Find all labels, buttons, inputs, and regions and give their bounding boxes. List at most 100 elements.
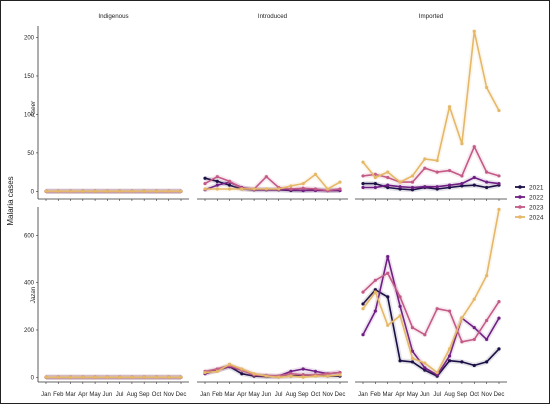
data-point-2023 [447,309,452,313]
data-point-2021 [423,368,427,372]
data-point-2022 [435,373,439,377]
data-point-2023 [447,168,452,173]
x-tick-label-mar: Mar [383,392,393,398]
series-line-2024 [362,30,500,183]
data-point-2023 [386,175,390,180]
data-point-2024 [497,108,501,113]
data-point-2024 [423,157,427,161]
y-axis-label: Malaria cases [6,176,15,225]
data-point-2023 [289,372,293,376]
data-point-2021 [361,302,365,306]
y-tick-label-jazan-200: 200 [24,328,35,334]
series-line-2022 [362,255,500,376]
data-point-2024 [301,182,305,186]
data-point-2024 [410,174,415,178]
data-point-2022 [289,369,293,373]
x-tick-label-aug: Aug [127,392,138,398]
data-point-2024 [460,142,464,146]
data-point-2021 [497,347,501,351]
data-point-2021 [386,295,390,299]
data-point-2024 [179,375,183,379]
data-point-2024 [497,207,501,211]
data-point-2024 [56,189,60,193]
data-point-2022 [435,185,439,189]
data-point-2022 [447,183,452,187]
series-layer [44,28,502,380]
data-point-2021 [435,187,439,191]
data-point-2024 [373,175,377,180]
x-tick-label-apr: Apr [237,392,246,398]
text-layer: Jan Feb Mar Apr May Jun Jul Aug Sep Oct Nov Dec Jan F… [6,13,504,398]
data-point-2023 [460,174,464,178]
x-tick-label-jun: Jun [420,392,430,398]
x-tick-label-nov: Nov [163,392,174,398]
x-tick-label-sep: Sep [298,392,309,398]
facet-row-jazan: Jazan [30,286,37,304]
x-tick-label-dec: Dec [335,392,346,398]
x-tick-label-may: May [407,392,418,398]
data-point-2023 [301,373,305,377]
data-point-2024 [264,187,268,191]
data-point-2022 [373,185,377,190]
data-point-2023 [410,180,415,184]
data-point-2024 [326,187,330,191]
data-point-2022 [373,309,377,313]
data-point-2021 [410,188,415,192]
data-point-2023 [289,187,293,191]
data-point-2024 [154,375,159,379]
data-point-2024 [215,187,219,191]
data-point-2022 [386,255,390,259]
data-point-2023 [410,326,415,330]
legend-label-2022: 2022 [529,195,544,202]
data-point-2022 [472,326,476,330]
data-point-2024 [68,375,73,379]
data-point-2023 [485,318,489,323]
data-point-2024 [227,187,232,191]
data-point-2021 [398,359,402,363]
data-point-2021 [460,360,464,364]
data-point-2024 [313,374,318,378]
data-point-2023 [423,333,427,337]
data-point-2024 [373,290,377,294]
series-line-2023 [204,175,341,192]
data-point-2021 [203,176,207,180]
data-point-2021 [485,185,489,190]
data-point-2021 [227,183,232,187]
data-point-2024 [435,370,439,375]
data-point-2024 [301,375,305,379]
legend-label-2023: 2023 [529,205,544,212]
x-tick-label-oct: Oct [311,392,321,398]
data-point-2024 [81,189,85,193]
data-point-2024 [361,307,365,311]
data-point-2024 [361,160,365,164]
x-tick-label-mar: Mar [65,392,75,398]
data-point-2024 [472,297,476,301]
data-point-2024 [447,105,452,109]
x-tick-label-jul: Jul [116,392,124,398]
data-point-2024 [203,370,207,375]
legend-label-2021: 2021 [529,185,544,192]
data-point-2023 [472,337,476,342]
data-point-2021 [410,360,415,364]
data-point-2024 [289,374,293,378]
facet-header-imported: Imported [419,13,444,20]
legend: 2021 2022 2023 2024 [515,185,544,222]
x-tick-label-oct: Oct [470,392,480,398]
data-point-2023 [485,170,489,174]
x-tick-label-feb: Feb [370,392,381,398]
y-tick-label-jazan-0: 0 [31,375,35,381]
data-point-2022 [398,185,402,189]
data-point-2023 [215,175,219,179]
x-tick-label-jun: Jun [262,392,272,398]
x-tick-label-jan: Jan [41,392,51,398]
data-point-2021 [485,360,489,364]
x-tick-label-jul: Jul [275,392,283,398]
data-point-2024 [460,316,464,320]
data-point-2023 [338,187,342,191]
data-point-2024 [167,189,171,193]
data-point-2022 [386,183,390,187]
data-point-2021 [373,288,377,292]
data-point-2023 [373,278,377,282]
